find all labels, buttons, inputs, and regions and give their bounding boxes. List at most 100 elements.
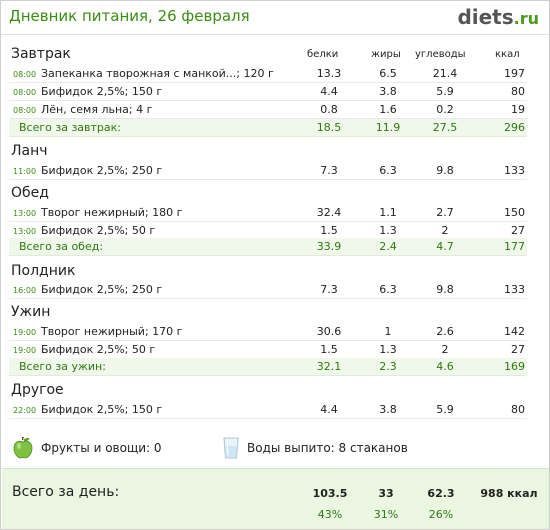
- food-name[interactable]: Бифидок 2,5%; 150 г: [41, 403, 163, 416]
- total-fat: 11.9: [375, 121, 401, 134]
- food-time: 11:00: [13, 167, 37, 176]
- food-protein: 1.5: [320, 224, 338, 237]
- food-protein: 7.3: [320, 283, 338, 296]
- food-time: 16:00: [13, 286, 37, 295]
- food-fat: 1.3: [379, 343, 397, 356]
- water-label: Воды выпито: 8 стаканов: [247, 441, 408, 455]
- fruits-label: Фрукты и овощи: 0: [41, 441, 162, 455]
- total-kcal: 296: [504, 121, 525, 134]
- site-logo[interactable]: diets.ru: [457, 5, 539, 29]
- food-name[interactable]: Творог нежирный; 170 г: [41, 325, 183, 338]
- food-kcal: 142: [504, 325, 525, 338]
- col-kcal: ккал: [495, 49, 520, 60]
- food-fat: 6.3: [379, 164, 397, 177]
- food-carbs: 2: [441, 343, 449, 356]
- col-protein: белки: [307, 49, 339, 60]
- meal-total-dinner: Всего за обед: 33.9 2.4 4.7 177: [9, 238, 527, 256]
- food-name[interactable]: Бифидок 2,5%; 250 г: [41, 283, 163, 296]
- food-carbs: 9.8: [436, 164, 454, 177]
- food-kcal: 133: [504, 164, 525, 177]
- food-carbs: 2: [441, 224, 449, 237]
- meal-title-other: Другое: [11, 382, 64, 398]
- meal-total-supper: Всего за ужин: 32.1 2.3 4.6 169: [9, 358, 527, 376]
- food-carbs: 0.2: [436, 103, 454, 116]
- food-name[interactable]: Бифидок 2,5%; 50 г: [41, 343, 156, 356]
- food-protein: 30.6: [316, 325, 342, 338]
- meal-title-snack: Полдник: [11, 263, 76, 279]
- total-label: Всего за завтрак:: [19, 121, 122, 134]
- food-fat: 1: [384, 325, 392, 338]
- meal-total-breakfast: Всего за завтрак: 18.5 11.9 27.5 296: [9, 119, 527, 137]
- food-protein: 4.4: [320, 85, 338, 98]
- total-carbs: 27.5: [432, 121, 458, 134]
- food-protein: 13.3: [316, 67, 342, 80]
- day-carbs: 62.3: [427, 487, 455, 500]
- total-carbs: 4.6: [436, 360, 454, 373]
- water-glass-icon: [223, 437, 239, 459]
- food-name[interactable]: Запеканка творожная с манкой...; 120 г: [41, 67, 274, 80]
- food-time: 22:00: [13, 406, 37, 415]
- food-fat: 3.8: [379, 85, 397, 98]
- food-row[interactable]: 22:00 Бифидок 2,5%; 150 г 4.4 3.8 5.9 80: [9, 401, 527, 419]
- food-protein: 0.8: [320, 103, 338, 116]
- food-row[interactable]: 19:00 Творог нежирный; 170 г 30.6 1 2.6 …: [9, 323, 527, 341]
- logo-main: diets: [457, 5, 514, 29]
- total-label: Всего за ужин:: [19, 360, 106, 373]
- food-row[interactable]: 08:00 Лён, семя льна; 4 г 0.8 1.6 0.2 19: [9, 101, 527, 119]
- day-carbs-pct: 26%: [428, 508, 454, 521]
- total-fat: 2.4: [379, 240, 397, 253]
- food-fat: 6.5: [379, 67, 397, 80]
- food-carbs: 9.8: [436, 283, 454, 296]
- day-protein-pct: 43%: [317, 508, 343, 521]
- food-kcal: 133: [504, 283, 525, 296]
- food-carbs: 2.6: [436, 325, 454, 338]
- meal-title-breakfast: Завтрак: [11, 46, 71, 62]
- food-row[interactable]: 13:00 Творог нежирный; 180 г 32.4 1.1 2.…: [9, 204, 527, 222]
- total-protein: 33.9: [316, 240, 342, 253]
- food-fat: 6.3: [379, 283, 397, 296]
- day-kcal: 988 ккал: [480, 487, 538, 500]
- total-protein: 32.1: [316, 360, 342, 373]
- food-carbs: 5.9: [436, 403, 454, 416]
- extras-row: Фрукты и овощи: 0 Воды выпито: 8 стакано…: [11, 436, 531, 459]
- total-kcal: 169: [504, 360, 525, 373]
- food-time: 13:00: [13, 227, 37, 236]
- food-time: 13:00: [13, 209, 37, 218]
- food-protein: 7.3: [320, 164, 338, 177]
- total-label: Всего за обед:: [19, 240, 104, 253]
- meal-title-dinner: Обед: [11, 185, 49, 201]
- food-fat: 1.6: [379, 103, 397, 116]
- day-total-label: Всего за день:: [12, 484, 120, 500]
- food-name[interactable]: Бифидок 2,5%; 50 г: [41, 224, 156, 237]
- food-row[interactable]: 11:00 Бифидок 2,5%; 250 г 7.3 6.3 9.8 13…: [9, 162, 527, 180]
- header: Дневник питания, 26 февраля diets.ru: [1, 1, 549, 35]
- day-total-panel: Всего за день: 103.5 33 62.3 988 ккал 43…: [2, 468, 549, 529]
- food-kcal: 27: [511, 224, 525, 237]
- total-kcal: 177: [504, 240, 525, 253]
- food-time: 19:00: [13, 346, 37, 355]
- food-fat: 1.1: [379, 206, 397, 219]
- food-row[interactable]: 16:00 Бифидок 2,5%; 250 г 7.3 6.3 9.8 13…: [9, 281, 527, 299]
- food-name[interactable]: Творог нежирный; 180 г: [41, 206, 183, 219]
- logo-tld: .ru: [513, 9, 539, 28]
- total-carbs: 4.7: [436, 240, 454, 253]
- food-kcal: 80: [511, 85, 525, 98]
- col-carbs: углеводы: [415, 49, 466, 60]
- meal-title-supper: Ужин: [11, 304, 51, 320]
- food-row[interactable]: 08:00 Бифидок 2,5%; 150 г 4.4 3.8 5.9 80: [9, 83, 527, 101]
- food-protein: 32.4: [316, 206, 342, 219]
- total-protein: 18.5: [316, 121, 342, 134]
- food-kcal: 27: [511, 343, 525, 356]
- food-time: 08:00: [13, 88, 37, 97]
- food-name[interactable]: Лён, семя льна; 4 г: [41, 103, 153, 116]
- day-fat: 33: [378, 487, 394, 500]
- meal-title-lunch: Ланч: [11, 143, 48, 159]
- food-name[interactable]: Бифидок 2,5%; 250 г: [41, 164, 163, 177]
- food-row[interactable]: 19:00 Бифидок 2,5%; 50 г 1.5 1.3 2 27: [9, 341, 527, 359]
- day-fat-pct: 31%: [373, 508, 399, 521]
- food-time: 08:00: [13, 106, 37, 115]
- food-row[interactable]: 08:00 Запеканка творожная с манкой...; 1…: [9, 65, 527, 83]
- food-kcal: 80: [511, 403, 525, 416]
- food-name[interactable]: Бифидок 2,5%; 150 г: [41, 85, 163, 98]
